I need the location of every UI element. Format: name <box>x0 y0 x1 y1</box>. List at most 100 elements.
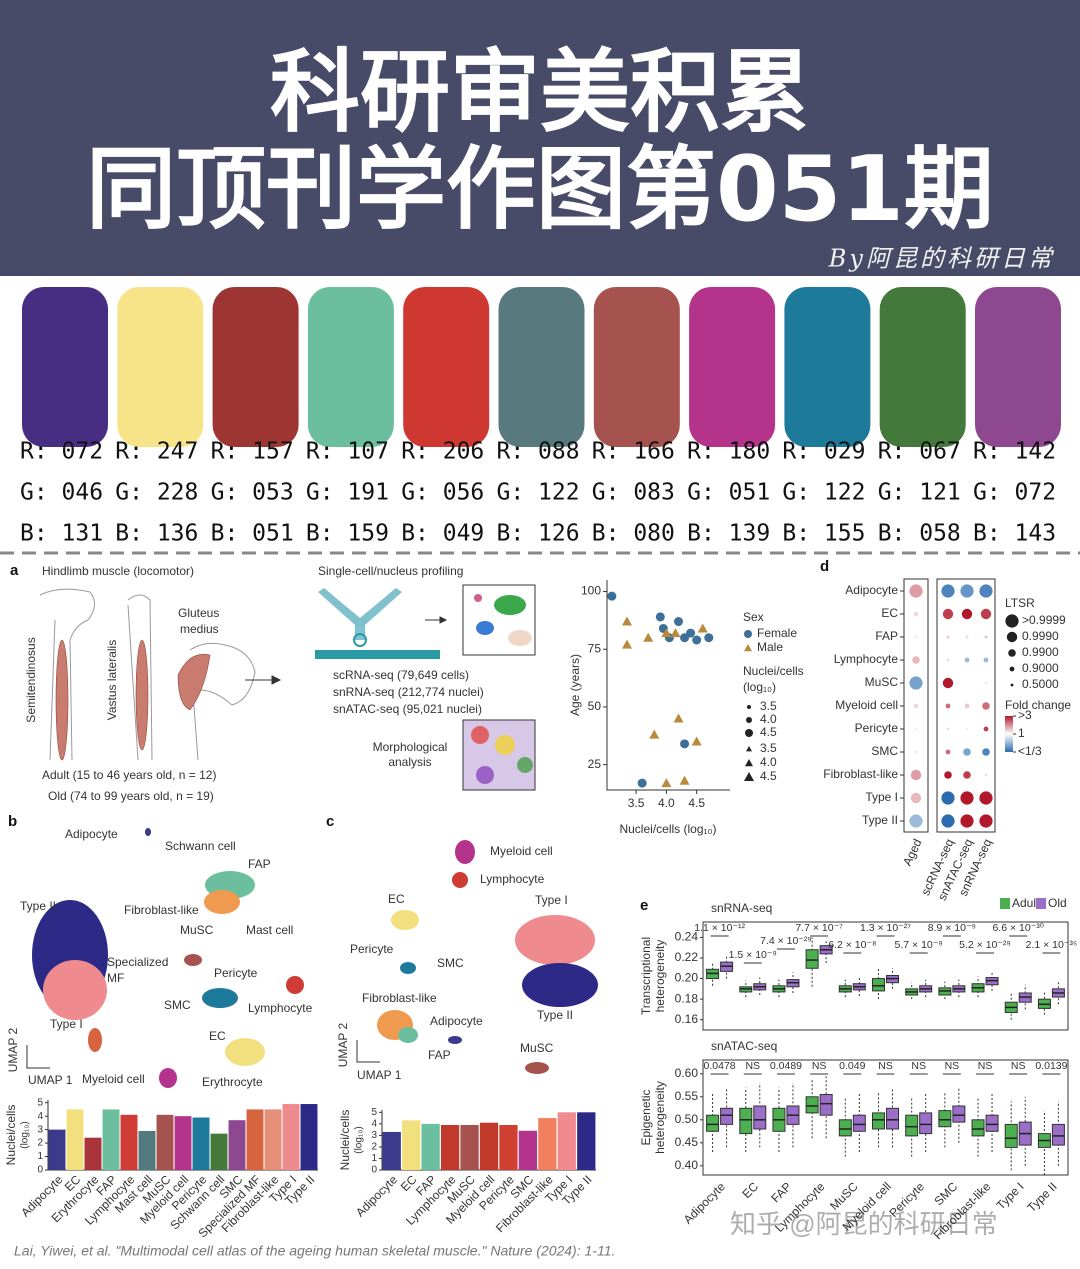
size-key-label: 4.0 <box>760 712 777 726</box>
cluster-label: SMC <box>437 956 464 970</box>
y-tick-label: 3 <box>37 1124 43 1135</box>
rgb-label: R: 072 <box>20 439 103 465</box>
swatch <box>593 287 680 447</box>
y-tick-label: 5 <box>37 1097 43 1108</box>
y-tick-label: 0 <box>37 1165 43 1176</box>
panel-letter: a <box>10 562 19 579</box>
rgb-label: R: 157 <box>211 439 294 465</box>
dot <box>909 584 923 598</box>
cluster-label: SMC <box>164 998 191 1012</box>
x-tick-label: Adipocyte <box>681 1179 728 1226</box>
x-axis-label: Nuclei/cells (log₁₀) <box>619 822 716 836</box>
rgb-label: B: 155 <box>782 521 865 547</box>
rgb-label: G: 191 <box>306 480 389 506</box>
rgb-label: R: 142 <box>973 439 1056 465</box>
size-key-label: 0.9000 <box>1022 661 1059 675</box>
y-axis-label: heterogeneity <box>653 940 667 1013</box>
dot <box>912 656 920 664</box>
rgb-label: B: 051 <box>211 521 294 547</box>
cluster-label: Type I <box>535 893 568 907</box>
box <box>985 1114 999 1132</box>
dot <box>961 608 973 620</box>
row-label: Pericyte <box>855 721 899 735</box>
legend-label: Male <box>757 640 783 654</box>
bar <box>120 1114 138 1170</box>
cluster-label: Fibroblast-like <box>362 991 437 1005</box>
plot-frame <box>702 921 1069 1031</box>
cluster-label: Schwann cell <box>165 839 236 853</box>
bar <box>518 1130 538 1170</box>
x-tick-label: FAP <box>768 1179 794 1205</box>
size-key <box>746 746 752 752</box>
bar <box>421 1123 440 1170</box>
row-label: Adipocyte <box>845 583 898 597</box>
swatch <box>307 287 394 447</box>
box <box>905 1114 919 1137</box>
box <box>805 1096 819 1114</box>
umap-axis-label: UMAP 2 <box>6 1027 20 1072</box>
bar <box>402 1120 421 1170</box>
p-value: 7.4 × 10⁻²⁹ <box>760 935 812 947</box>
legend-title: LTSR <box>1005 596 1035 610</box>
dot <box>965 635 969 639</box>
rgb-label: G: 056 <box>401 480 484 506</box>
swatch <box>784 287 871 447</box>
bar <box>174 1116 192 1170</box>
size-key <box>745 729 753 737</box>
assay: snATAC-seq (95,021 nuclei) <box>333 702 482 716</box>
y-axis-label: Age (years) <box>568 654 582 716</box>
y-tick-label: 0.22 <box>675 950 699 964</box>
y-tick-label: 0.60 <box>675 1066 699 1080</box>
box <box>706 1114 720 1132</box>
cluster-label: Erythrocyte <box>202 1075 263 1089</box>
dot <box>982 748 990 756</box>
muscles <box>55 639 211 761</box>
legend-title: Fold change <box>1005 698 1071 712</box>
size-key <box>745 759 753 767</box>
cluster-label: EC <box>388 892 405 906</box>
box <box>852 1114 866 1132</box>
cluster-label: FAP <box>248 857 271 871</box>
rgb-label: B: 080 <box>592 521 675 547</box>
p-value: NS <box>911 1060 926 1072</box>
dot <box>984 635 988 639</box>
p-value: NS <box>978 1060 993 1072</box>
row-label: Type I <box>865 790 898 804</box>
dot <box>914 635 918 639</box>
bar <box>460 1125 479 1170</box>
bar <box>538 1118 557 1170</box>
frame <box>936 578 996 833</box>
y-tick-label: 0 <box>371 1165 377 1176</box>
p-value: 6.2 × 10⁻⁸ <box>828 939 876 951</box>
size-key-label: 0.5000 <box>1022 677 1059 691</box>
morphology-label: Morphological <box>373 740 448 754</box>
x-tick-label: 4.5 <box>688 796 705 810</box>
size-key-label: 4.5 <box>760 725 777 739</box>
bar <box>192 1117 210 1170</box>
p-value: NS <box>945 1060 960 1072</box>
dot <box>944 771 952 779</box>
bar <box>138 1130 156 1170</box>
bar <box>499 1125 518 1170</box>
legend-label: Female <box>757 626 797 640</box>
rgb-label: R: 166 <box>592 439 675 465</box>
dot <box>945 749 951 755</box>
bar <box>66 1109 84 1170</box>
y-tick-label: 2 <box>371 1142 377 1153</box>
y-tick-label: 75 <box>588 641 602 655</box>
cluster-label: Adipocyte <box>65 827 118 841</box>
dot <box>979 791 993 805</box>
bar <box>48 1129 66 1170</box>
size-key <box>744 772 754 781</box>
size-key-label: 4.5 <box>760 769 777 783</box>
point <box>649 729 660 739</box>
p-value: NS <box>812 1060 827 1072</box>
size-key-label: 3.5 <box>760 699 777 713</box>
panel-letter: c <box>326 813 334 830</box>
rgb-label: G: 121 <box>878 480 961 506</box>
y-axis-label: heterogeneity <box>653 1081 667 1154</box>
cluster-label: FAP <box>428 1048 451 1062</box>
dot <box>960 584 974 598</box>
p-value: NS <box>1011 1060 1026 1072</box>
x-tick-label: Adipocyte <box>353 1172 400 1219</box>
